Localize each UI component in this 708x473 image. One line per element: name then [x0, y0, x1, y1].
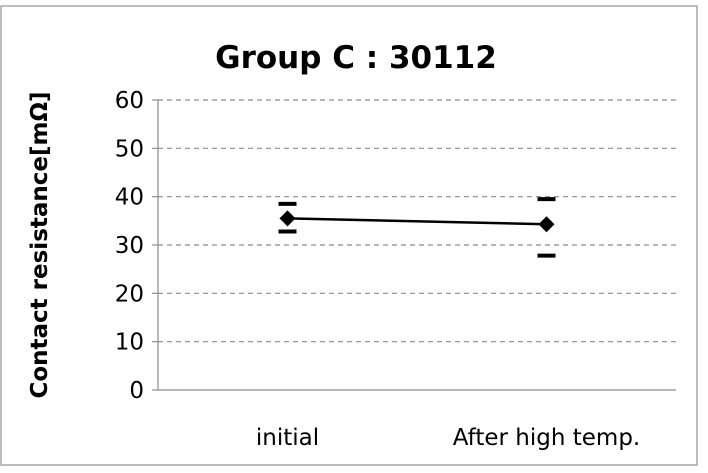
chart-title: Group C : 30112	[215, 40, 497, 76]
series-line-0	[287, 217, 547, 226]
y-tick-label-40: 40	[115, 185, 144, 211]
x-category-label-1: After high temp.	[453, 425, 640, 451]
x-category-label-0: initial	[256, 425, 319, 451]
series-group	[278, 197, 556, 258]
chart-frame	[0, 5, 698, 466]
y-tick-labels: 0 10 20 30 40 50 60	[115, 88, 144, 404]
y-tick-label-30: 30	[115, 233, 144, 259]
data-point-1	[538, 216, 555, 233]
y-tick-label-0: 0	[129, 378, 144, 404]
y-tick-label-20: 20	[115, 281, 144, 307]
y-tick-label-60: 60	[115, 88, 144, 114]
y-axis-label: Contact resistance[mΩ]	[27, 91, 53, 398]
y-tick-label-50: 50	[115, 136, 144, 162]
y-tick-label-10: 10	[115, 330, 144, 356]
axes	[152, 99, 676, 391]
x-category-labels: initial After high temp.	[256, 425, 640, 451]
data-point-0	[279, 210, 296, 227]
